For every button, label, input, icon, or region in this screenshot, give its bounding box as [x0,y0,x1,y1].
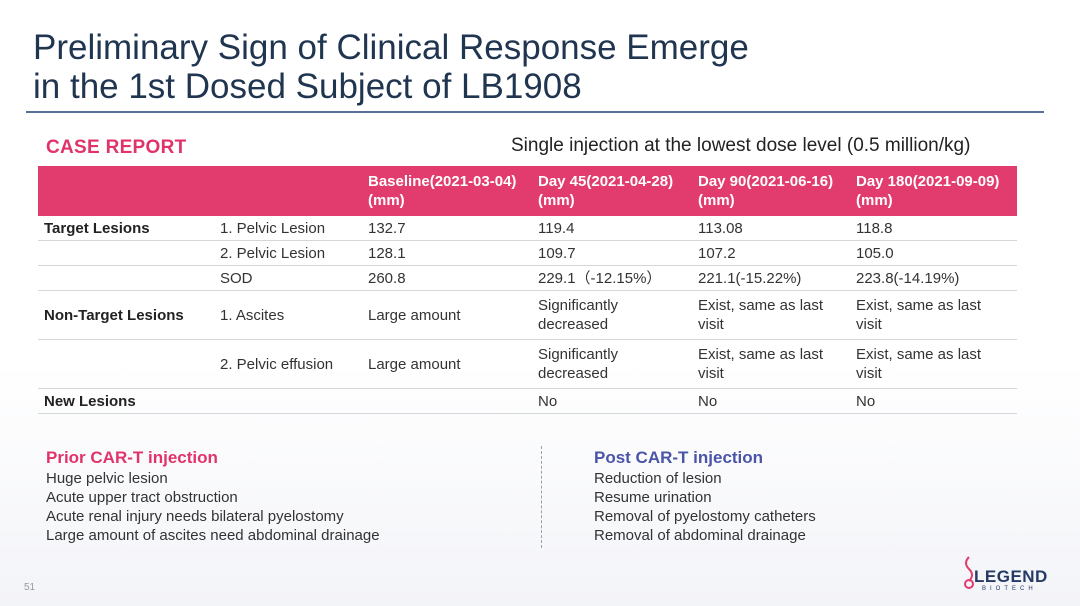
logo-sub: BIOTECH [982,586,1037,592]
legend-logo-icon [964,556,974,589]
cell-day90: 107.2 [692,240,850,266]
list-item: Reduction of lesion [594,470,722,487]
row-item: 1. Ascites [214,290,362,340]
row-item [214,388,362,414]
header-day90-unit: (mm) [698,192,735,209]
list-item: Huge pelvic lesion [46,470,168,487]
section-divider [541,446,542,548]
cell-baseline [362,388,532,414]
row-category [38,339,214,389]
legend-biotech-logo: LEGEND BIOTECH [960,555,1052,595]
title-divider [26,111,1044,113]
row-category: Non-Target Lesions [38,290,214,340]
lesion-table: Baseline(2021-03-04) (mm) Day 45(2021-04-… [38,166,1017,414]
table-row: SOD 260.8 229.1（-12.15%） 221.1(-15.22%) … [38,265,1017,291]
cell-baseline: 132.7 [362,216,532,241]
page-title-line-2: in the 1st Dosed Subject of LB1908 [33,67,582,106]
cell-day180: 223.8(-14.19%) [850,265,1017,291]
header-day45: Day 45(2021-04-28) (mm) [532,166,692,216]
page-title: Preliminary Sign of Clinical Response Em… [33,28,1033,106]
table-row: Target Lesions 1. Pelvic Lesion 132.7 11… [38,216,1017,241]
list-item: Acute upper tract obstruction [46,489,238,506]
header-baseline-unit: (mm) [368,192,405,209]
cell-day180: 105.0 [850,240,1017,266]
cell-day90: Exist, same as last visit [692,290,850,340]
list-item: Removal of abdominal drainage [594,527,806,544]
header-day90-label: Day 90(2021-06-16) [698,173,834,190]
row-item: SOD [214,265,362,291]
header-day45-label: Day 45(2021-04-28) [538,173,674,190]
cell-day45: 109.7 [532,240,692,266]
header-baseline-label: Baseline(2021-03-04) [368,173,517,190]
header-day180: Day 180(2021-09-09) (mm) [850,166,1017,216]
post-injection-section: Post CAR-T injection Reduction of lesion… [594,448,816,545]
header-item [214,166,362,216]
cell-day90: 221.1(-15.22%) [692,265,850,291]
cell-day180: Exist, same as last visit [850,339,1017,389]
cell-baseline: Large amount [362,339,532,389]
header-day45-unit: (mm) [538,192,575,209]
row-category: Target Lesions [38,216,214,241]
prior-heading: Prior CAR-T injection [46,448,218,467]
cell-baseline: 260.8 [362,265,532,291]
header-day180-label: Day 180(2021-09-09) [856,173,1000,190]
header-baseline: Baseline(2021-03-04) (mm) [362,166,532,216]
list-item: Removal of pyelostomy catheters [594,508,816,525]
row-item: 2. Pelvic Lesion [214,240,362,266]
page-number: 51 [24,582,36,593]
table-row: New Lesions No No No [38,388,1017,414]
post-heading: Post CAR-T injection [594,448,764,467]
cell-day90: Exist, same as last visit [692,339,850,389]
dose-subtitle: Single injection at the lowest dose leve… [511,135,971,156]
cell-day45: Significantly decreased [532,339,692,389]
row-category [38,240,214,266]
cell-day90: 113.08 [692,216,850,241]
cell-day45: 229.1（-12.15%） [532,265,692,291]
list-item: Large amount of ascites need abdominal d… [46,527,380,544]
prior-injection-section: Prior CAR-T injection Huge pelvic lesion… [46,448,380,545]
table-row: Non-Target Lesions 1. Ascites Large amou… [38,290,1017,340]
cell-baseline: 128.1 [362,240,532,266]
table-header-row: Baseline(2021-03-04) (mm) Day 45(2021-04-… [38,166,1017,216]
table-row: 2. Pelvic effusion Large amount Signific… [38,339,1017,389]
cell-day180: No [850,388,1017,414]
cell-day45: Significantly decreased [532,290,692,340]
row-item: 1. Pelvic Lesion [214,216,362,241]
cell-day180: 118.8 [850,216,1017,241]
header-category [38,166,214,216]
list-item: Resume urination [594,489,712,506]
cell-day45: 119.4 [532,216,692,241]
cell-baseline: Large amount [362,290,532,340]
cell-day90: No [692,388,850,414]
row-category: New Lesions [38,388,214,414]
list-item: Acute renal injury needs bilateral pyelo… [46,508,344,525]
case-report-label: CASE REPORT [46,137,187,158]
row-category [38,265,214,291]
page-title-line-1: Preliminary Sign of Clinical Response Em… [33,28,749,67]
header-day90: Day 90(2021-06-16) (mm) [692,166,850,216]
logo-word: LEGEND [974,567,1048,586]
cell-day180: Exist, same as last visit [850,290,1017,340]
header-day180-unit: (mm) [856,192,893,209]
table-row: 2. Pelvic Lesion 128.1 109.7 107.2 105.0 [38,240,1017,266]
cell-day45: No [532,388,692,414]
row-item: 2. Pelvic effusion [214,339,362,389]
